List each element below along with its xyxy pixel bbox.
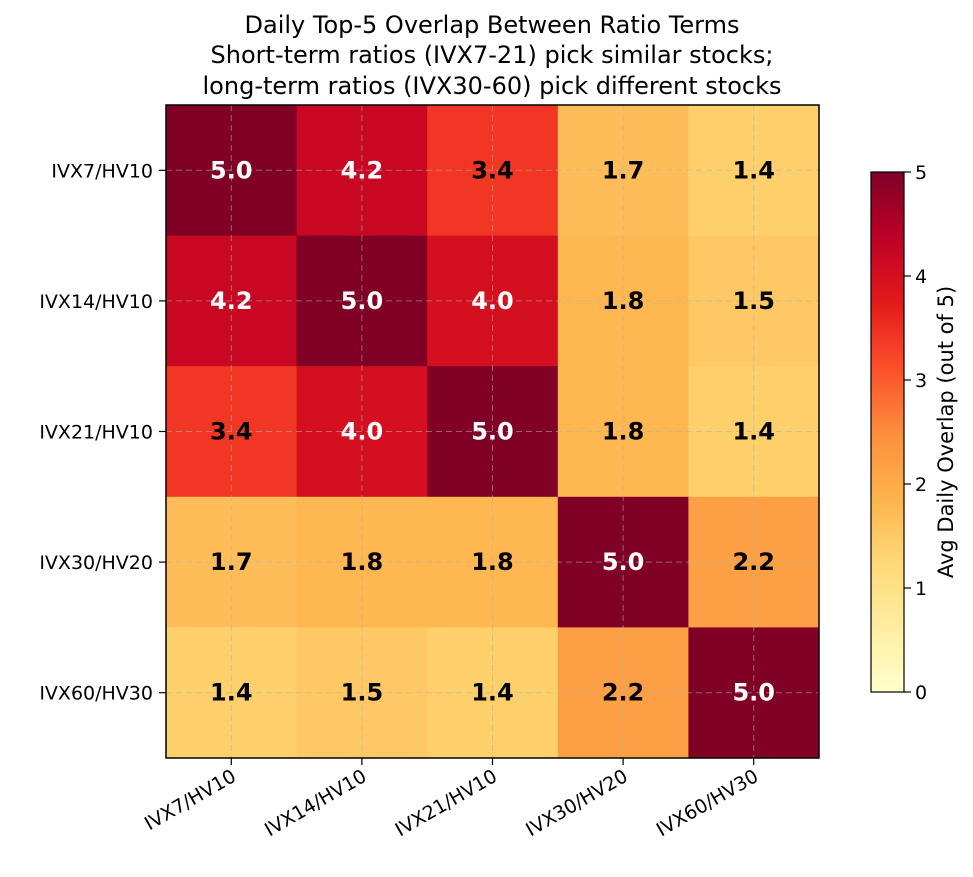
cell-value-label-r2-c4: 1.4 bbox=[732, 418, 775, 446]
colorbar: 0 1 2 3 4 5 Avg Daily Overlap (out of 5) bbox=[870, 162, 958, 704]
chart-title-line-3: long-term ratios (IVX30-60) pick differe… bbox=[203, 72, 782, 100]
colorbar-gradient bbox=[870, 171, 905, 693]
cell-value-label-r0-c1: 4.2 bbox=[341, 156, 384, 184]
cell-value-label-r4-c1: 1.5 bbox=[341, 679, 384, 707]
cell-value-label-r2-c2: 5.0 bbox=[471, 418, 514, 446]
heatmap-cell-labels: 5.0 4.2 3.4 1.7 1.4 4.2 5.0 4.0 1.8 1.5 3.4 4.0 5.0 1… bbox=[210, 156, 775, 706]
cell-value-label-r3-c0: 1.7 bbox=[210, 548, 253, 576]
cell-value-label-r1-c0: 4.2 bbox=[210, 287, 253, 315]
cell-value-label-r1-c4: 1.5 bbox=[732, 287, 775, 315]
x-tick-label: IVX60/HV30 bbox=[653, 765, 762, 841]
heatmap-gridlines bbox=[166, 105, 819, 758]
cell-value-label-r1-c1: 5.0 bbox=[341, 287, 384, 315]
colorbar-label: Avg Daily Overlap (out of 5) bbox=[934, 286, 958, 578]
y-tick-label: IVX30/HV20 bbox=[39, 552, 153, 574]
cell-value-label-r4-c2: 1.4 bbox=[471, 679, 514, 707]
colorbar-tick-label: 1 bbox=[915, 578, 927, 600]
cell-value-label-r2-c1: 4.0 bbox=[341, 418, 384, 446]
y-axis: IVX7/HV10 IVX14/HV10 IVX21/HV10 IVX30/HV20 I… bbox=[39, 160, 166, 705]
y-tick-label: IVX7/HV10 bbox=[51, 160, 153, 182]
cell-value-label-r3-c2: 1.8 bbox=[471, 548, 514, 576]
cell-value-label-r4-c3: 2.2 bbox=[602, 679, 645, 707]
cell-value-label-r2-c0: 3.4 bbox=[210, 418, 253, 446]
x-tick-label: IVX21/HV10 bbox=[392, 765, 501, 841]
x-tick-label: IVX30/HV20 bbox=[522, 765, 631, 841]
cell-value-label-r0-c2: 3.4 bbox=[471, 156, 514, 184]
colorbar-tick-label: 5 bbox=[915, 162, 927, 184]
y-tick-label: IVX21/HV10 bbox=[39, 422, 153, 444]
colorbar-tick-label: 0 bbox=[915, 682, 927, 704]
x-tick-label: IVX7/HV10 bbox=[141, 765, 240, 835]
cell-value-label-r1-c3: 1.8 bbox=[602, 287, 645, 315]
cell-value-label-r3-c1: 1.8 bbox=[341, 548, 384, 576]
cell-value-label-r1-c2: 4.0 bbox=[471, 287, 514, 315]
cell-value-label-r4-c0: 1.4 bbox=[210, 679, 253, 707]
colorbar-tick-label: 4 bbox=[915, 266, 927, 288]
cell-value-label-r0-c3: 1.7 bbox=[602, 156, 645, 184]
chart-title-line-1: Daily Top-5 Overlap Between Ratio Terms bbox=[245, 11, 740, 39]
cell-value-label-r0-c4: 1.4 bbox=[732, 156, 775, 184]
cell-value-label-r4-c4: 5.0 bbox=[732, 679, 775, 707]
cell-value-label-r3-c4: 2.2 bbox=[732, 548, 775, 576]
colorbar-tick-label: 2 bbox=[915, 474, 927, 496]
x-axis: IVX7/HV10 IVX14/HV10 IVX21/HV10 IVX30/HV20 I… bbox=[141, 758, 762, 841]
cell-value-label-r0-c0: 5.0 bbox=[210, 156, 253, 184]
colorbar-ticks: 0 1 2 3 4 5 bbox=[904, 162, 927, 704]
y-tick-label: IVX14/HV10 bbox=[39, 291, 153, 313]
cell-value-label-r2-c3: 1.8 bbox=[602, 418, 645, 446]
chart-title-line-2: Short-term ratios (IVX7-21) pick similar… bbox=[211, 41, 774, 69]
y-tick-label: IVX60/HV30 bbox=[39, 683, 153, 705]
colorbar-tick-label: 3 bbox=[915, 370, 927, 392]
cell-value-label-r3-c3: 5.0 bbox=[602, 548, 645, 576]
x-tick-label: IVX14/HV10 bbox=[261, 765, 370, 841]
